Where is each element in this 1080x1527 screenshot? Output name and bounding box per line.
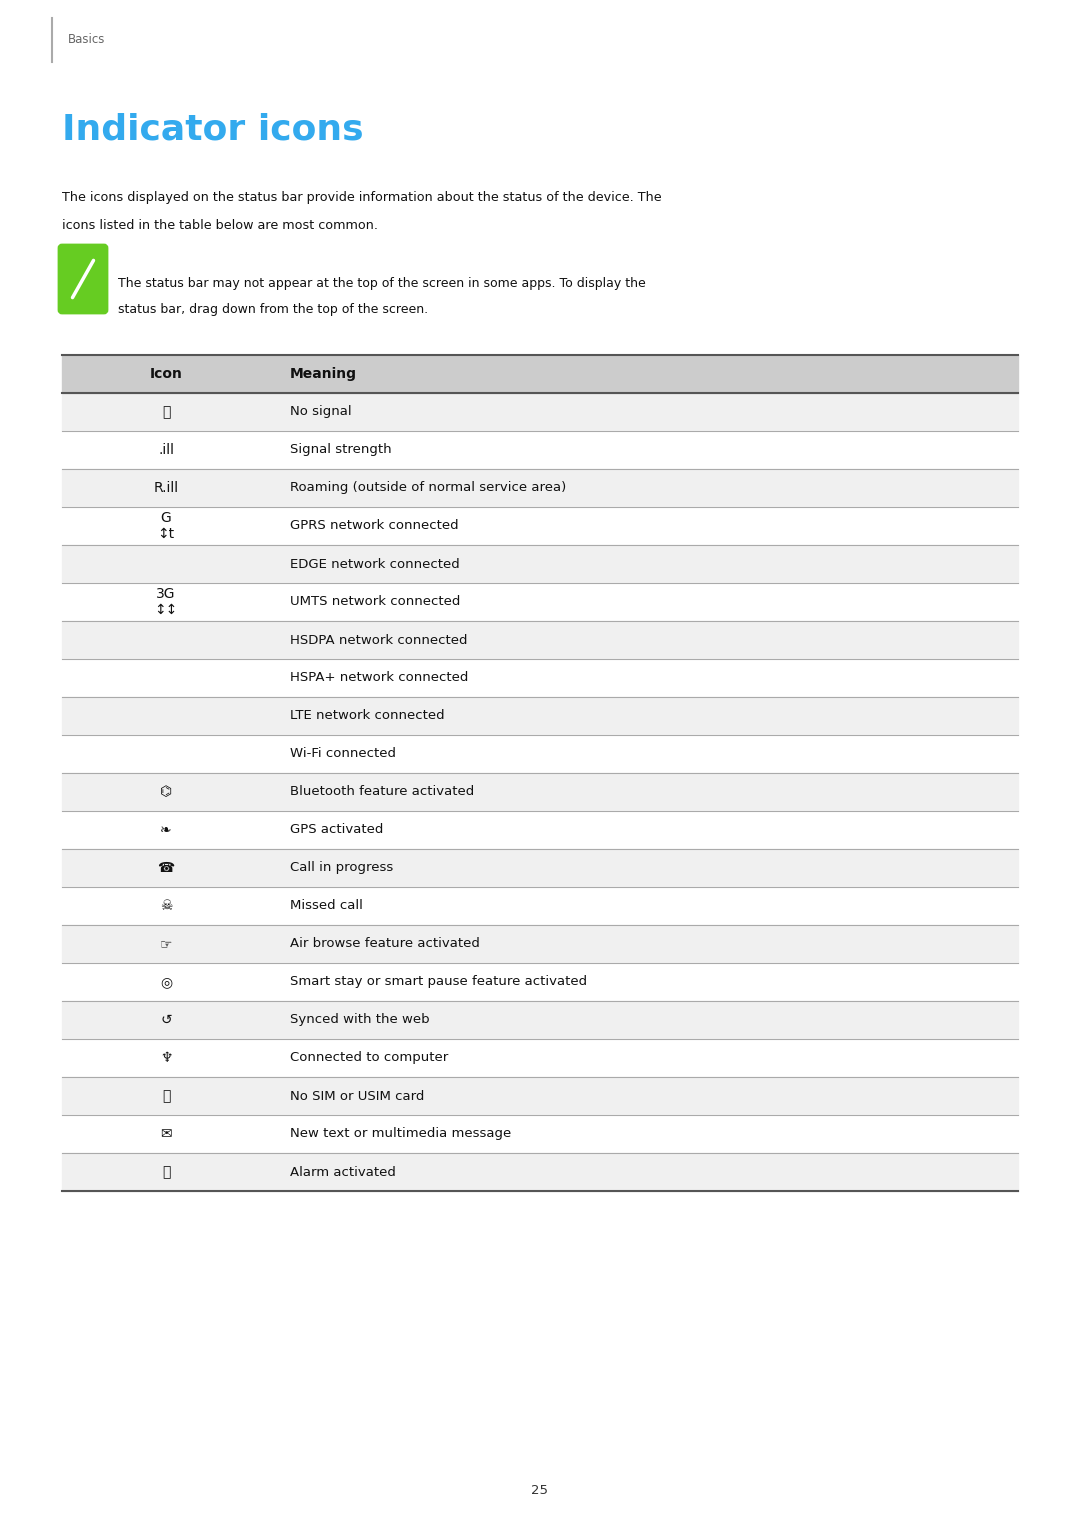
Text: Signal strength: Signal strength	[291, 443, 392, 457]
Text: LTE network connected: LTE network connected	[291, 710, 445, 722]
Bar	[62, 696, 1018, 734]
Text: ☎: ☎	[158, 861, 175, 875]
Bar	[62, 545, 1018, 583]
Text: ↺: ↺	[160, 1012, 172, 1028]
Bar	[62, 583, 1018, 621]
Text: ☞: ☞	[160, 938, 172, 951]
Text: .ill: .ill	[158, 443, 174, 457]
Bar	[62, 925, 1018, 964]
Text: ⌖: ⌖	[162, 1089, 171, 1102]
Text: 3G
↕↕: 3G ↕↕	[154, 586, 177, 617]
Bar	[62, 849, 1018, 887]
Text: Bluetooth feature activated: Bluetooth feature activated	[291, 785, 474, 799]
Text: G
↕t: G ↕t	[158, 512, 175, 541]
Bar	[62, 621, 1018, 660]
Text: GPS activated: GPS activated	[291, 823, 383, 837]
Text: ☠: ☠	[160, 899, 172, 913]
Text: icons listed in the table below are most common.: icons listed in the table below are most…	[62, 220, 378, 232]
FancyBboxPatch shape	[59, 244, 107, 313]
Text: HSPA+ network connected: HSPA+ network connected	[291, 672, 469, 684]
Text: Smart stay or smart pause feature activated: Smart stay or smart pause feature activa…	[291, 976, 588, 988]
Bar	[62, 964, 1018, 1002]
Text: UMTS network connected: UMTS network connected	[291, 596, 460, 608]
Text: Roaming (outside of normal service area): Roaming (outside of normal service area)	[291, 481, 566, 495]
Text: Alarm activated: Alarm activated	[291, 1165, 396, 1179]
Bar	[62, 811, 1018, 849]
Bar	[62, 734, 1018, 773]
Text: Call in progress: Call in progress	[291, 861, 393, 875]
Bar	[62, 1115, 1018, 1153]
Text: The icons displayed on the status bar provide information about the status of th: The icons displayed on the status bar pr…	[62, 191, 662, 205]
Text: Wi-Fi connected: Wi-Fi connected	[291, 748, 396, 760]
Bar	[62, 354, 1018, 392]
Text: ⌬: ⌬	[160, 785, 172, 799]
Text: Connected to computer: Connected to computer	[291, 1052, 448, 1064]
Text: status bar, drag down from the top of the screen.: status bar, drag down from the top of th…	[118, 304, 428, 316]
Text: ♆: ♆	[160, 1051, 172, 1064]
Bar	[62, 660, 1018, 696]
Bar	[62, 1077, 1018, 1115]
Text: Icon: Icon	[149, 366, 183, 382]
Text: The status bar may not appear at the top of the screen in some apps. To display : The status bar may not appear at the top…	[118, 278, 646, 290]
Text: EDGE network connected: EDGE network connected	[291, 557, 460, 571]
Text: ◎: ◎	[160, 976, 172, 989]
Bar	[62, 773, 1018, 811]
Text: R.ill: R.ill	[153, 481, 178, 495]
Text: GPRS network connected: GPRS network connected	[291, 519, 459, 533]
Text: ❧: ❧	[160, 823, 172, 837]
Bar	[62, 431, 1018, 469]
Bar	[62, 1002, 1018, 1038]
Bar	[62, 1038, 1018, 1077]
Text: Missed call: Missed call	[291, 899, 363, 913]
Bar	[62, 469, 1018, 507]
Text: Indicator icons: Indicator icons	[62, 113, 364, 147]
Text: ⏰: ⏰	[162, 1165, 171, 1179]
Bar	[62, 887, 1018, 925]
Text: Air browse feature activated: Air browse feature activated	[291, 938, 480, 950]
Text: ✉: ✉	[160, 1127, 172, 1141]
Text: Meaning: Meaning	[291, 366, 357, 382]
Text: Basics: Basics	[68, 34, 106, 46]
Bar	[62, 1153, 1018, 1191]
Text: 25: 25	[531, 1484, 549, 1496]
Text: No signal: No signal	[291, 406, 352, 418]
Text: New text or multimedia message: New text or multimedia message	[291, 1127, 511, 1141]
Bar	[62, 392, 1018, 431]
Text: Synced with the web: Synced with the web	[291, 1014, 430, 1026]
Text: HSDPA network connected: HSDPA network connected	[291, 634, 468, 646]
Bar	[62, 507, 1018, 545]
Text: No SIM or USIM card: No SIM or USIM card	[291, 1089, 424, 1102]
Text: ⦸: ⦸	[162, 405, 171, 418]
